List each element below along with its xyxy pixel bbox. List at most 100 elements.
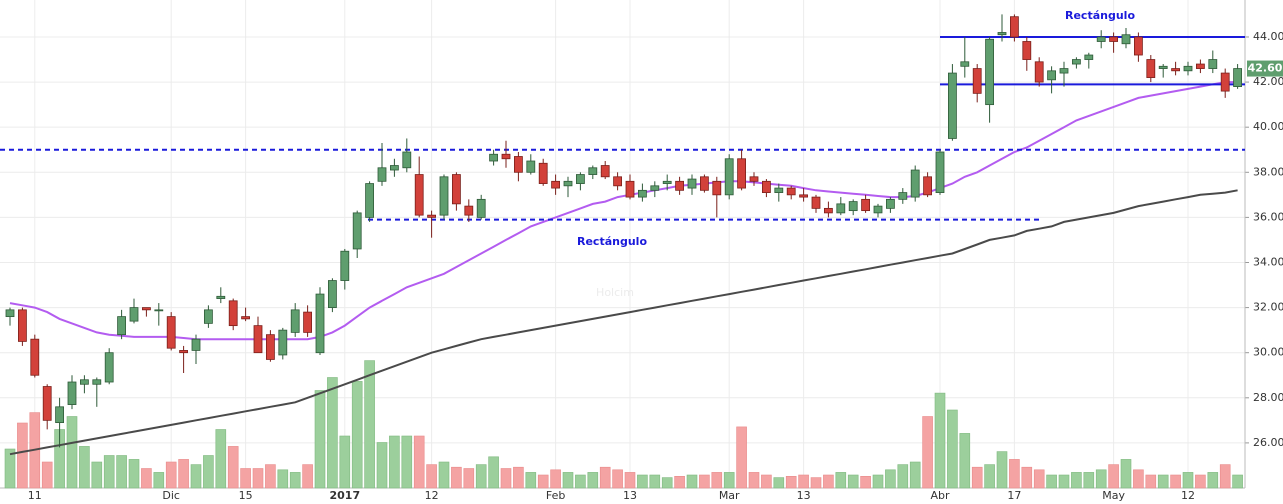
candle-body <box>588 167 598 175</box>
candle-body <box>514 156 523 173</box>
candle-body <box>476 198 486 218</box>
volume-bar <box>376 442 388 489</box>
candle-body <box>997 32 1007 36</box>
volume-bar <box>1195 474 1206 489</box>
volume-bar <box>959 433 971 489</box>
candle-body <box>427 214 437 218</box>
volume-bar <box>203 455 214 489</box>
x-tick-label: 13 <box>623 489 637 502</box>
volume-bar <box>661 477 673 489</box>
volume-bar <box>438 461 450 489</box>
candle-body <box>352 212 362 250</box>
candle-body <box>216 295 226 299</box>
candle-body <box>1010 16 1019 38</box>
y-tick-label: 34.00 <box>1253 255 1283 268</box>
candle-body <box>389 165 399 171</box>
candle-body <box>80 379 89 385</box>
volume-bar <box>364 360 375 489</box>
volume-bar <box>1232 474 1243 489</box>
volume-bar <box>847 474 859 489</box>
volume-bar <box>723 472 735 489</box>
volume-bar <box>165 461 177 489</box>
candle-body <box>154 309 164 312</box>
x-tick-label: 15 <box>239 489 253 502</box>
volume-bar <box>4 448 16 489</box>
volume-bar <box>277 469 289 489</box>
candle-body <box>501 153 511 160</box>
volume-bar <box>451 466 462 489</box>
candle-body <box>104 352 114 383</box>
volume-bar <box>1170 474 1181 489</box>
candle-body <box>327 280 337 308</box>
volume-bar <box>1009 459 1020 489</box>
volume-bar <box>1145 474 1157 489</box>
candle-body <box>5 309 15 318</box>
volume-bar <box>835 472 847 489</box>
volume-bar <box>178 459 189 489</box>
volume-bar <box>1157 474 1169 489</box>
candle-body <box>848 201 858 212</box>
volume-bar <box>1133 469 1144 489</box>
candle-body <box>576 174 585 184</box>
volume-bar <box>475 464 487 489</box>
volume-bar <box>971 466 983 489</box>
volume-bar <box>1095 469 1107 489</box>
y-tick-label: 40.00 <box>1253 120 1283 133</box>
candle-body <box>948 72 957 139</box>
candle-body <box>551 180 560 189</box>
volume-bar <box>1120 459 1132 489</box>
candle-body <box>675 180 684 191</box>
volume-bar <box>17 422 28 489</box>
candle-body <box>377 167 387 182</box>
volume-bar <box>500 468 512 489</box>
candle-body <box>92 379 102 385</box>
candle-body <box>17 309 27 342</box>
volume-bar <box>612 469 623 489</box>
volume-bar <box>674 475 685 489</box>
candle-body <box>365 183 375 218</box>
x-tick-label: May <box>1102 489 1125 502</box>
volume-bar <box>537 474 549 489</box>
candle-body <box>687 178 697 189</box>
candle-body <box>67 381 77 405</box>
candle-body <box>526 160 536 173</box>
volume-bar <box>525 472 537 489</box>
volume-bar <box>190 464 202 489</box>
candle-body <box>290 309 300 333</box>
candle-body <box>1146 59 1156 78</box>
volume-bar <box>599 466 611 489</box>
candle-body <box>700 176 709 191</box>
volume-bar <box>1021 466 1033 489</box>
volume-bar <box>860 475 871 489</box>
candle-body <box>203 309 213 324</box>
candle-body <box>1084 54 1094 60</box>
volume-bar <box>897 464 909 489</box>
volume-bar <box>314 390 326 489</box>
candle-body <box>402 151 412 169</box>
volume-bar <box>128 459 140 489</box>
annotation: Rectángulo <box>577 235 647 248</box>
candle-body <box>30 338 40 376</box>
x-tick-label: Dic <box>162 489 180 502</box>
candle-body <box>1059 68 1069 74</box>
volume-bar <box>699 474 710 489</box>
volume-bar <box>79 446 90 489</box>
volume-bar <box>748 472 760 489</box>
volume-bar <box>116 455 127 489</box>
volume-bar <box>1071 472 1082 489</box>
candle-body <box>737 158 746 189</box>
candle-body <box>265 334 275 360</box>
candle-body <box>228 300 238 327</box>
volume-bar <box>575 474 586 489</box>
candle-body <box>638 189 647 198</box>
y-tick-label: 42.00 <box>1253 75 1283 88</box>
x-tick-label: Feb <box>546 489 565 502</box>
last-price-label: 42.60 <box>1248 62 1283 75</box>
volume-bar <box>215 429 227 489</box>
candle-body <box>836 203 846 214</box>
candle-body <box>786 187 796 196</box>
volume-bar <box>761 474 772 489</box>
candle-body <box>1171 68 1180 72</box>
candle-body <box>1183 65 1193 72</box>
volume-bar <box>91 461 103 489</box>
